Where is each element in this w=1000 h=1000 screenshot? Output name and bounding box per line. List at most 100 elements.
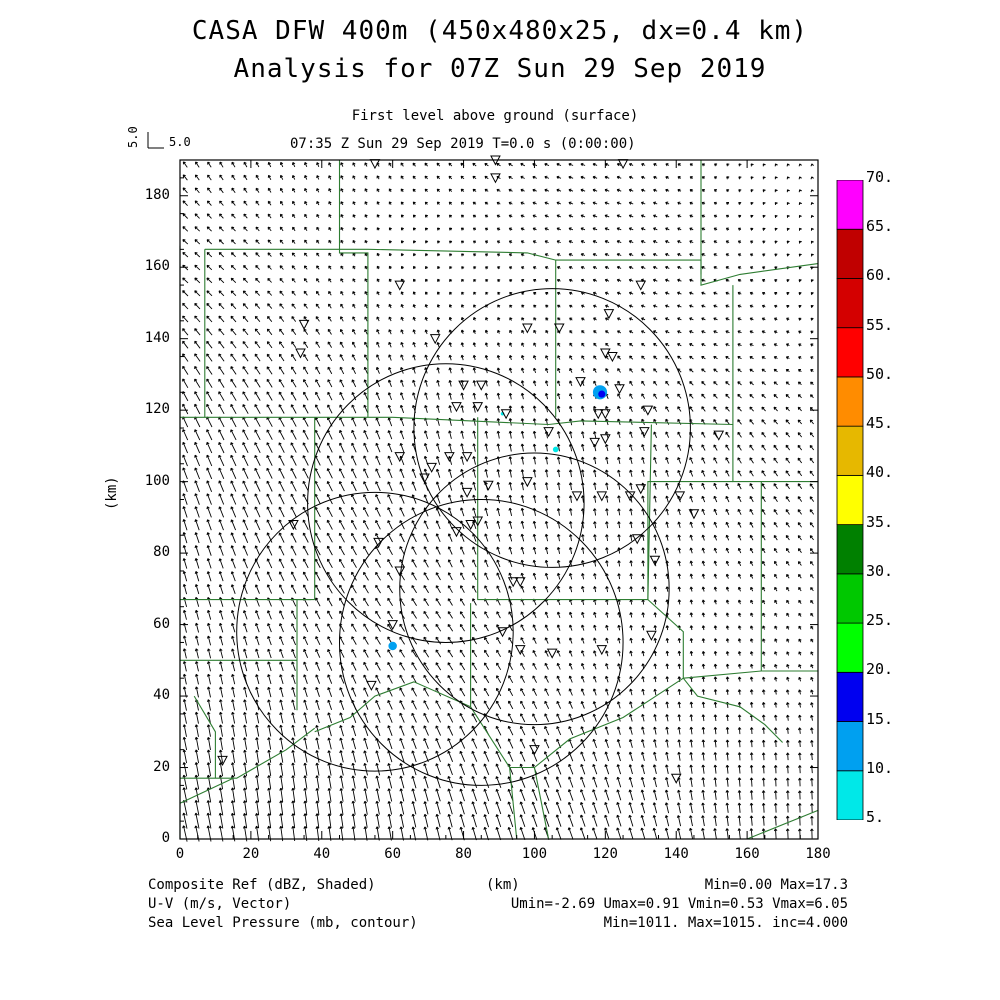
station-marker [589, 437, 601, 448]
x-tick-label: 40 [313, 846, 331, 862]
colorbar-segment [836, 622, 864, 673]
station-marker [607, 352, 618, 363]
station-marker [646, 630, 657, 641]
footer-field-1: Composite Ref (dBZ, Shaded) [148, 877, 376, 893]
contour-ring [307, 363, 585, 643]
station-marker [298, 319, 310, 330]
county-line [760, 481, 818, 672]
footer-field-2: U-V (m/s, Vector) [148, 896, 292, 912]
station-marker [387, 620, 398, 631]
station-marker [638, 427, 650, 438]
y-tick-label: 0 [161, 830, 170, 846]
colorbar-segment [836, 474, 864, 526]
colorbar-segment [836, 524, 864, 575]
county-line [180, 416, 733, 426]
station-marker [522, 477, 533, 488]
station-marker [514, 577, 526, 588]
station-marker [649, 555, 661, 566]
x-tick-label: 120 [592, 846, 618, 862]
time-subtitle: 07:35 Z Sun 29 Sep 2019 T=0.0 s (0:00:00… [290, 136, 636, 152]
x-tick-label: 60 [384, 846, 402, 862]
county-line [180, 727, 316, 779]
station-marker [596, 491, 608, 502]
colorbar-label: 30. [866, 561, 894, 580]
contour-ring [339, 499, 624, 786]
colorbar-label: 45. [866, 414, 894, 433]
y-axis-label: (km) [104, 476, 120, 510]
colorbar-segment [836, 376, 864, 427]
footer-range-2: Umin=-2.69 Umax=0.91 Vmin=0.53 Vmax=6.05 [510, 896, 848, 912]
colorbar-segment [836, 278, 864, 329]
title-line-1: CASA DFW 400m (450x480x25, dx=0.4 km) [191, 16, 809, 46]
colorbar-segment [836, 573, 864, 624]
station-marker [631, 534, 643, 545]
station-marker [674, 491, 686, 502]
colorbar-segment [836, 770, 864, 820]
footer-range-1: Min=0.00 Max=17.3 [704, 877, 848, 893]
x-tick-label: 80 [455, 846, 472, 862]
colorbar-segment [836, 671, 864, 722]
station-marker [461, 487, 473, 498]
x-axis-label: (km) [486, 877, 520, 893]
y-tick-label: 120 [144, 401, 170, 418]
county-line [647, 481, 733, 600]
station-marker [472, 402, 484, 413]
colorbar-label: 65. [866, 217, 894, 236]
contour-ring [413, 288, 691, 568]
station-marker [600, 409, 611, 420]
contour-ring [399, 452, 670, 726]
station-marker [490, 173, 501, 184]
colorbar-label: 70. [866, 168, 894, 186]
station-marker [394, 566, 406, 577]
station-marker [429, 334, 441, 345]
colorbar-label: 10. [866, 758, 894, 777]
x-tick-label: 180 [805, 846, 831, 862]
station-marker [288, 520, 299, 531]
station-marker [642, 405, 654, 416]
x-tick-label: 100 [521, 846, 548, 862]
station-marker [600, 434, 611, 445]
county-line [193, 695, 216, 779]
station-marker [394, 452, 406, 463]
colorbar-segment [836, 327, 864, 378]
station-marker [575, 377, 586, 388]
y-tick-label: 180 [144, 186, 170, 203]
station-marker [592, 409, 604, 420]
station-marker [617, 159, 629, 170]
colorbar-label: 55. [866, 315, 894, 334]
y-tick-label: 100 [144, 472, 170, 489]
station-marker [461, 452, 473, 463]
county-line [314, 681, 471, 733]
vector-key-label: 5.0 [169, 135, 191, 149]
station-marker [543, 427, 554, 438]
station-marker [635, 280, 647, 291]
x-tick-label: 0 [175, 846, 185, 862]
station-marker [670, 773, 682, 784]
county-line [647, 599, 684, 679]
colorbar-label: 60. [866, 266, 894, 285]
reflectivity-echoes [388, 385, 608, 651]
footer-field-3: Sea Level Pressure (mb, contour) [148, 915, 418, 931]
station-marker [394, 280, 406, 291]
axis-ticks [179, 160, 819, 840]
x-tick-label: 160 [734, 846, 760, 862]
station-marker [475, 380, 487, 391]
county-line [296, 599, 315, 661]
colorbar-label: 15. [866, 709, 894, 728]
station-marker [546, 648, 558, 659]
wind-vectors [182, 161, 815, 842]
y-tick-label: 140 [144, 329, 170, 346]
county-line [746, 809, 819, 840]
colorbar-segment [836, 180, 864, 230]
station-marker [426, 462, 437, 473]
station-marker [600, 348, 611, 359]
y-tick-label: 160 [144, 258, 170, 275]
pressure-contours [236, 288, 691, 786]
reflectivity-echo [388, 641, 397, 651]
station-marker [596, 645, 608, 656]
station-marker [373, 537, 384, 548]
station-marker [366, 680, 377, 691]
station-marker [451, 402, 462, 413]
station-marker [419, 473, 430, 484]
